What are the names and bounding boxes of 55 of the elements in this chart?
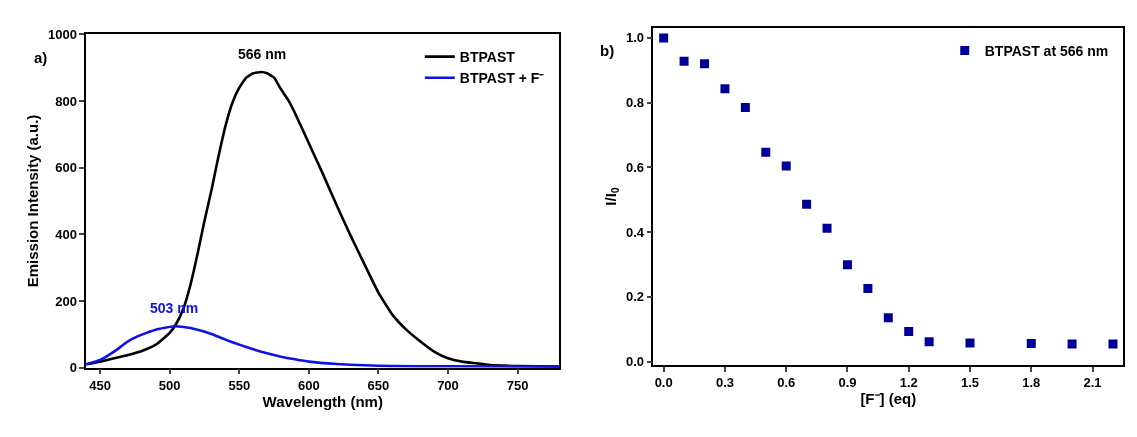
x-tick-label: 0.3 [715,375,734,391]
x-tick-label: 550 [228,378,251,393]
point [802,199,812,209]
point [904,326,914,336]
legend-label: BTPAST at 566 nm [984,42,1109,59]
point [761,147,771,157]
x-axis-title: [F⁻] (eq) [860,390,917,408]
legend-label: BTPAST [459,49,516,66]
y-tick-label: 0.8 [626,95,645,111]
point [965,338,975,348]
point [863,283,873,293]
y-tick-label: 800 [55,93,77,109]
point [924,337,934,347]
x-axis-title: Wavelength (nm) [262,393,383,410]
point [1026,338,1036,348]
point [700,59,709,69]
x-tick-label: 1.5 [960,375,980,391]
x-tick-label: 0.6 [777,375,796,391]
y-tick-label: 400 [55,226,77,242]
x-tick-label: 1.8 [1022,375,1041,391]
y-tick-label: 0.6 [626,159,645,175]
point [883,313,893,323]
point [740,102,750,112]
x-tick-label: 700 [437,378,459,393]
x-tick-label: 0.0 [654,375,673,391]
point [720,84,730,94]
y-tick-label: 1000 [47,26,77,42]
point [1067,339,1077,349]
y-tick-label: 0 [69,360,77,376]
x-tick-label: 650 [367,378,390,393]
y-tick-label: 200 [55,293,77,309]
point [822,223,832,233]
text: b) [600,42,615,59]
line-series [86,325,560,368]
x-tick-label: 600 [298,378,320,393]
x-tick-label: 2.1 [1083,375,1102,391]
y-tick-label: 1.0 [626,30,645,46]
x-tick-label: 0.9 [838,375,857,391]
point [842,260,852,270]
y-tick-label: 0.2 [626,289,645,305]
y-tick-label: 600 [55,160,77,176]
y-tick-label: 0.4 [626,224,645,240]
legend-label: BTPAST + F⁻ [459,70,545,87]
x-tick-label: 1.2 [899,375,918,391]
point [659,33,669,43]
text: a) [34,49,48,66]
point [1108,339,1118,349]
y-axis-title: Emission Intensity (a.u.) [23,114,41,288]
y-tick-label: 0.0 [626,354,645,370]
point [781,161,791,171]
x-tick-label: 500 [158,378,181,393]
x-tick-label: 450 [89,378,111,393]
point [679,56,689,66]
annotation: 566 nm [238,46,287,62]
x-tick-label: 750 [506,378,529,393]
